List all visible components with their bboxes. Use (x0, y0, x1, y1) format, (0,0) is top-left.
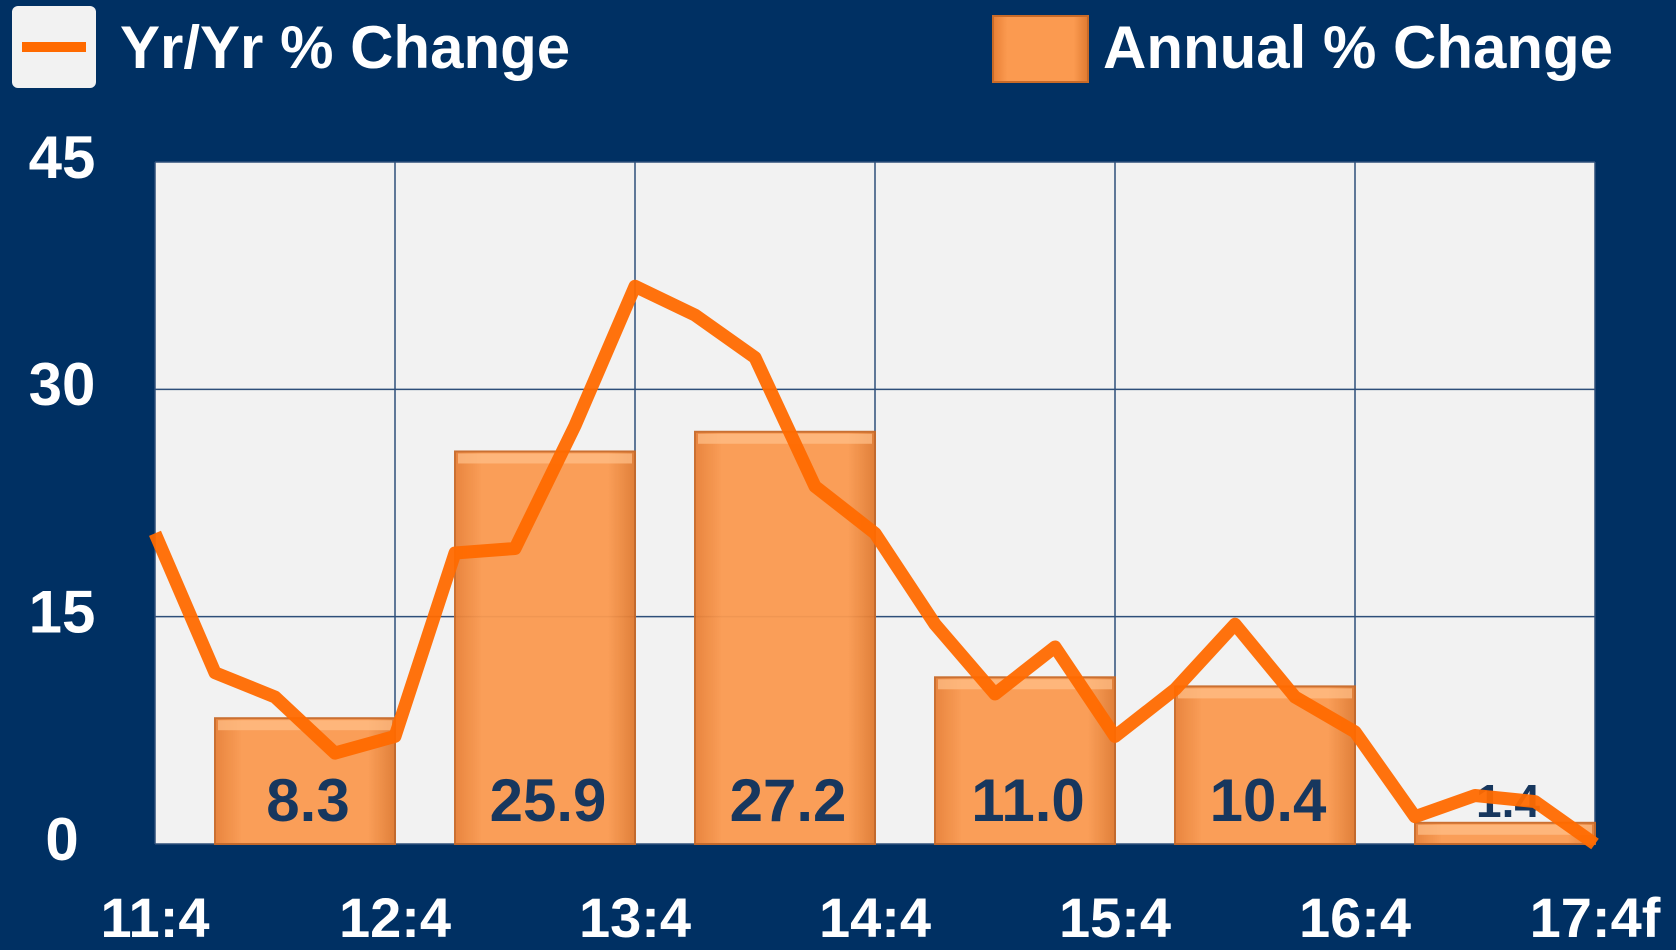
data-label: 27.2 (730, 767, 847, 834)
x-tick-label: 16:4 (1299, 886, 1411, 949)
bar-highlight (938, 679, 1112, 690)
x-tick-label: 13:4 (579, 886, 691, 949)
data-label: 8.3 (266, 767, 349, 834)
line (149, 279, 1599, 850)
legend-swatch (992, 15, 1089, 83)
y-tick-label: 45 (29, 124, 96, 191)
bar-highlight (698, 433, 872, 444)
x-tick-label: 11:4 (101, 886, 210, 949)
data-label: 11.0 (971, 767, 1084, 834)
bar (934, 676, 1116, 845)
x-tick-label: 15:4 (1059, 886, 1171, 949)
y-tick-label: 15 (29, 579, 96, 646)
data-label: 25.9 (490, 767, 607, 834)
x-tick-label: 17:4f (1530, 886, 1661, 949)
legend-label: Yr/Yr % Change (120, 14, 570, 81)
data-label: 10.4 (1210, 767, 1327, 834)
bar (694, 430, 876, 845)
bar-highlight (1178, 688, 1352, 699)
bar-highlight (458, 453, 632, 464)
x-tick-label: 12:4 (339, 886, 451, 949)
y-tick-label: 30 (29, 351, 96, 418)
y-tick-label: 0 (45, 806, 78, 873)
bar (454, 450, 636, 845)
legend-label: Annual % Change (1103, 14, 1613, 81)
x-tick-label: 14:4 (819, 886, 931, 949)
bar-highlight (1418, 824, 1592, 835)
